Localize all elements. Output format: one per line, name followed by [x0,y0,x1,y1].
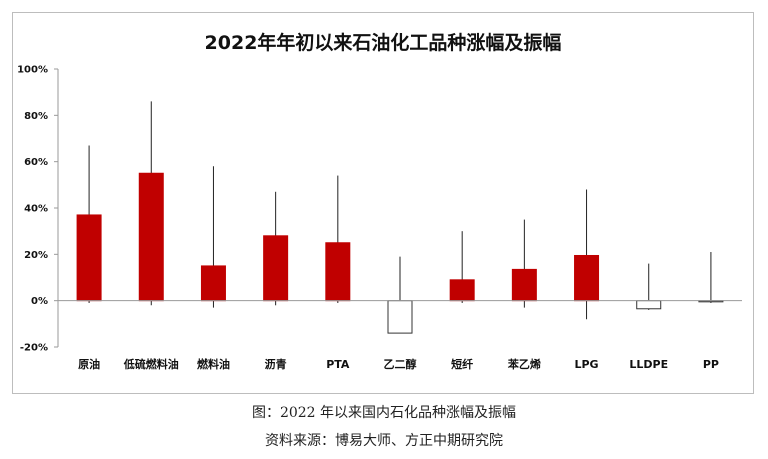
x-tick-label: 短纤 [451,357,473,371]
y-tick-label: 60% [24,157,48,168]
x-tick-label: PTA [326,358,350,371]
bar [511,268,537,302]
bar [200,265,226,302]
y-tick-label: -20% [20,343,48,354]
x-tick-label: 乙二醇 [384,357,417,371]
bar [574,254,600,302]
y-tick-label: 40% [24,204,48,215]
x-tick-label: LLDPE [629,358,668,371]
y-axis: -20% 0% 20% 40% 60% 80% 100% [17,65,59,354]
bar-chart: -20% 0% 20% 40% 60% 80% 100% 原油 低硫燃料油 燃料油 沥青 PTA 乙二… [17,65,742,371]
range-whiskers [88,101,712,334]
y-tick-label: 100% [17,65,48,76]
bar [263,235,289,302]
bar [138,172,164,302]
x-tick-label: PP [703,358,719,371]
source-caption: 资料来源：博易大师、方正中期研究院 [265,433,503,449]
y-tick-label: 0% [31,296,48,307]
bar [387,300,413,334]
bar [76,214,102,302]
y-tick-label: 80% [24,111,48,122]
bar [325,242,351,302]
x-tick-label: 低硫燃料油 [123,357,179,371]
bar [449,279,475,302]
x-tick-label: 燃料油 [196,357,230,371]
figure-caption: 图：2022 年以来国内石化品种涨幅及振幅 [251,405,517,421]
x-tick-label: 沥青 [265,357,287,371]
y-tick-label: 20% [24,250,48,261]
x-tick-label: 苯乙烯 [507,357,541,371]
x-tick-label: 原油 [78,357,100,371]
x-tick-label: LPG [574,358,598,371]
chart-title: 2022年年初以来石油化工品种涨幅及振幅 [204,32,562,54]
x-axis: 原油 低硫燃料油 燃料油 沥青 PTA 乙二醇 短纤 苯乙烯 LPG LLDPE PP [58,300,742,371]
bars [76,172,724,334]
bar [636,300,662,310]
chart-frame [12,12,754,394]
